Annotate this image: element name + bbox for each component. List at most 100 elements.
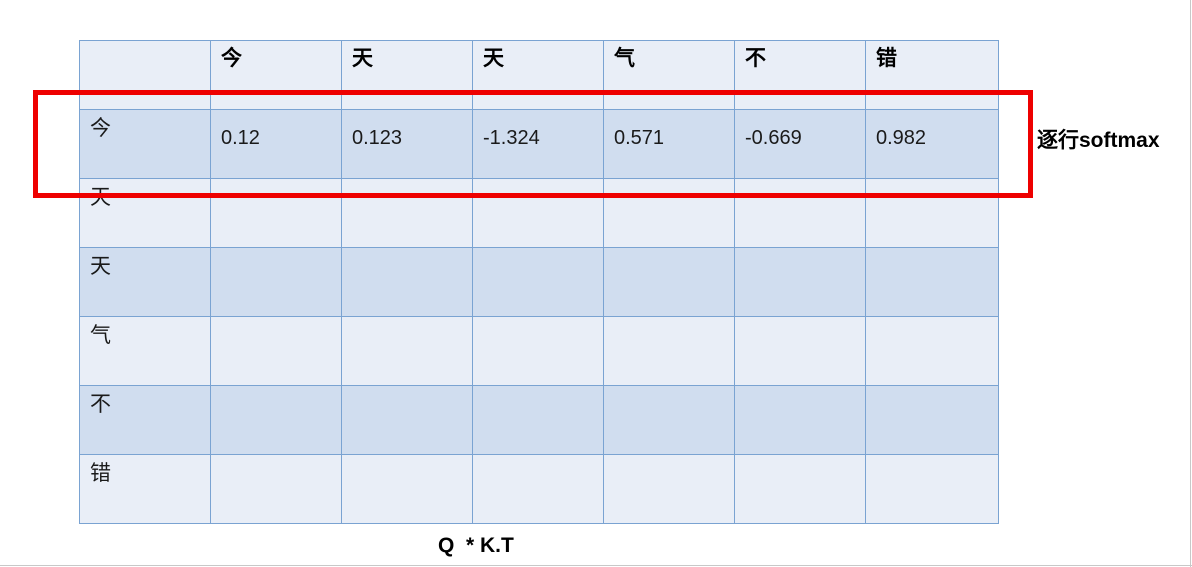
page-border-right <box>1190 0 1191 567</box>
formula-label: Q * K.T <box>438 534 514 557</box>
score-cell <box>210 316 342 386</box>
score-cell: -1.324 <box>472 109 604 179</box>
column-header-text: 天 <box>483 47 504 70</box>
score-value <box>474 318 603 334</box>
score-cell <box>472 454 604 524</box>
row-header: 天 <box>79 178 211 248</box>
column-header: 气 <box>603 40 735 110</box>
score-value <box>474 180 603 196</box>
score-value <box>736 387 865 403</box>
score-value <box>474 249 603 265</box>
score-value <box>867 387 998 403</box>
score-cell: 0.982 <box>865 109 999 179</box>
score-value: -1.324 <box>483 127 540 149</box>
table-row: 气 <box>79 316 999 386</box>
score-value <box>605 387 734 403</box>
column-header: 天 <box>472 40 604 110</box>
row-header-text: 不 <box>90 393 111 416</box>
score-cell <box>341 178 473 248</box>
row-header-text: 今 <box>90 117 111 140</box>
score-value: -0.669 <box>745 127 802 149</box>
score-cell <box>865 385 999 455</box>
score-cell: 0.12 <box>210 109 342 179</box>
score-cell <box>341 247 473 317</box>
row-header-text: 气 <box>90 324 111 347</box>
row-header: 气 <box>79 316 211 386</box>
score-cell <box>341 385 473 455</box>
score-cell <box>865 454 999 524</box>
score-value <box>343 180 472 196</box>
score-value: 0.571 <box>614 127 665 149</box>
row-header: 天 <box>79 247 211 317</box>
score-value <box>212 180 341 196</box>
score-value <box>605 456 734 472</box>
column-header-text: 不 <box>745 47 766 70</box>
score-cell <box>472 178 604 248</box>
score-cell <box>210 454 342 524</box>
score-value <box>343 318 472 334</box>
score-cell <box>210 178 342 248</box>
score-value: 0.12 <box>221 127 260 149</box>
table-row: 不 <box>79 385 999 455</box>
row-header: 不 <box>79 385 211 455</box>
column-header: 今 <box>210 40 342 110</box>
score-value <box>212 249 341 265</box>
score-value <box>867 318 998 334</box>
score-cell <box>865 316 999 386</box>
score-cell: -0.669 <box>734 109 866 179</box>
score-value <box>212 318 341 334</box>
score-value <box>343 387 472 403</box>
score-value <box>343 249 472 265</box>
score-value <box>736 249 865 265</box>
score-cell <box>734 247 866 317</box>
attention-score-matrix: 今 天 天 气 不 错 今 0.12 0.123 -1.324 0.571 -0… <box>79 40 999 524</box>
score-cell <box>734 454 866 524</box>
corner-cell-text <box>81 42 210 47</box>
column-header-text: 天 <box>352 47 373 70</box>
score-value <box>867 456 998 472</box>
score-cell <box>472 247 604 317</box>
score-value <box>605 180 734 196</box>
score-cell <box>734 178 866 248</box>
column-header: 错 <box>865 40 999 110</box>
score-value: 0.123 <box>352 127 403 149</box>
column-header: 不 <box>734 40 866 110</box>
table-row: 天 <box>79 247 999 317</box>
score-value <box>212 456 341 472</box>
score-cell <box>603 454 735 524</box>
score-cell: 0.123 <box>341 109 473 179</box>
row-header: 错 <box>79 454 211 524</box>
corner-cell <box>79 40 211 110</box>
row-header: 今 <box>79 109 211 179</box>
score-value <box>736 180 865 196</box>
score-value <box>736 318 865 334</box>
table-row: 错 <box>79 454 999 524</box>
score-value <box>474 456 603 472</box>
score-cell <box>210 247 342 317</box>
score-value <box>605 249 734 265</box>
score-value <box>867 249 998 265</box>
score-value <box>212 387 341 403</box>
score-cell <box>603 178 735 248</box>
score-value <box>605 318 734 334</box>
score-cell <box>734 316 866 386</box>
score-value <box>736 456 865 472</box>
page-border-bottom <box>0 565 1192 566</box>
table-row: 天 <box>79 178 999 248</box>
column-header-text: 错 <box>876 47 897 70</box>
score-cell <box>603 316 735 386</box>
table-row: 今 0.12 0.123 -1.324 0.571 -0.669 0.982 <box>79 109 999 179</box>
score-value <box>474 387 603 403</box>
header-row: 今 天 天 气 不 错 <box>79 40 999 110</box>
score-value: 0.982 <box>876 127 927 149</box>
score-cell <box>341 316 473 386</box>
row-header-text: 天 <box>90 255 111 278</box>
score-cell <box>472 385 604 455</box>
score-cell <box>865 178 999 248</box>
score-cell <box>734 385 866 455</box>
score-cell <box>865 247 999 317</box>
column-header-text: 今 <box>221 47 242 70</box>
softmax-label: 逐行softmax <box>1037 129 1160 152</box>
column-header-text: 气 <box>614 47 635 70</box>
score-cell <box>341 454 473 524</box>
